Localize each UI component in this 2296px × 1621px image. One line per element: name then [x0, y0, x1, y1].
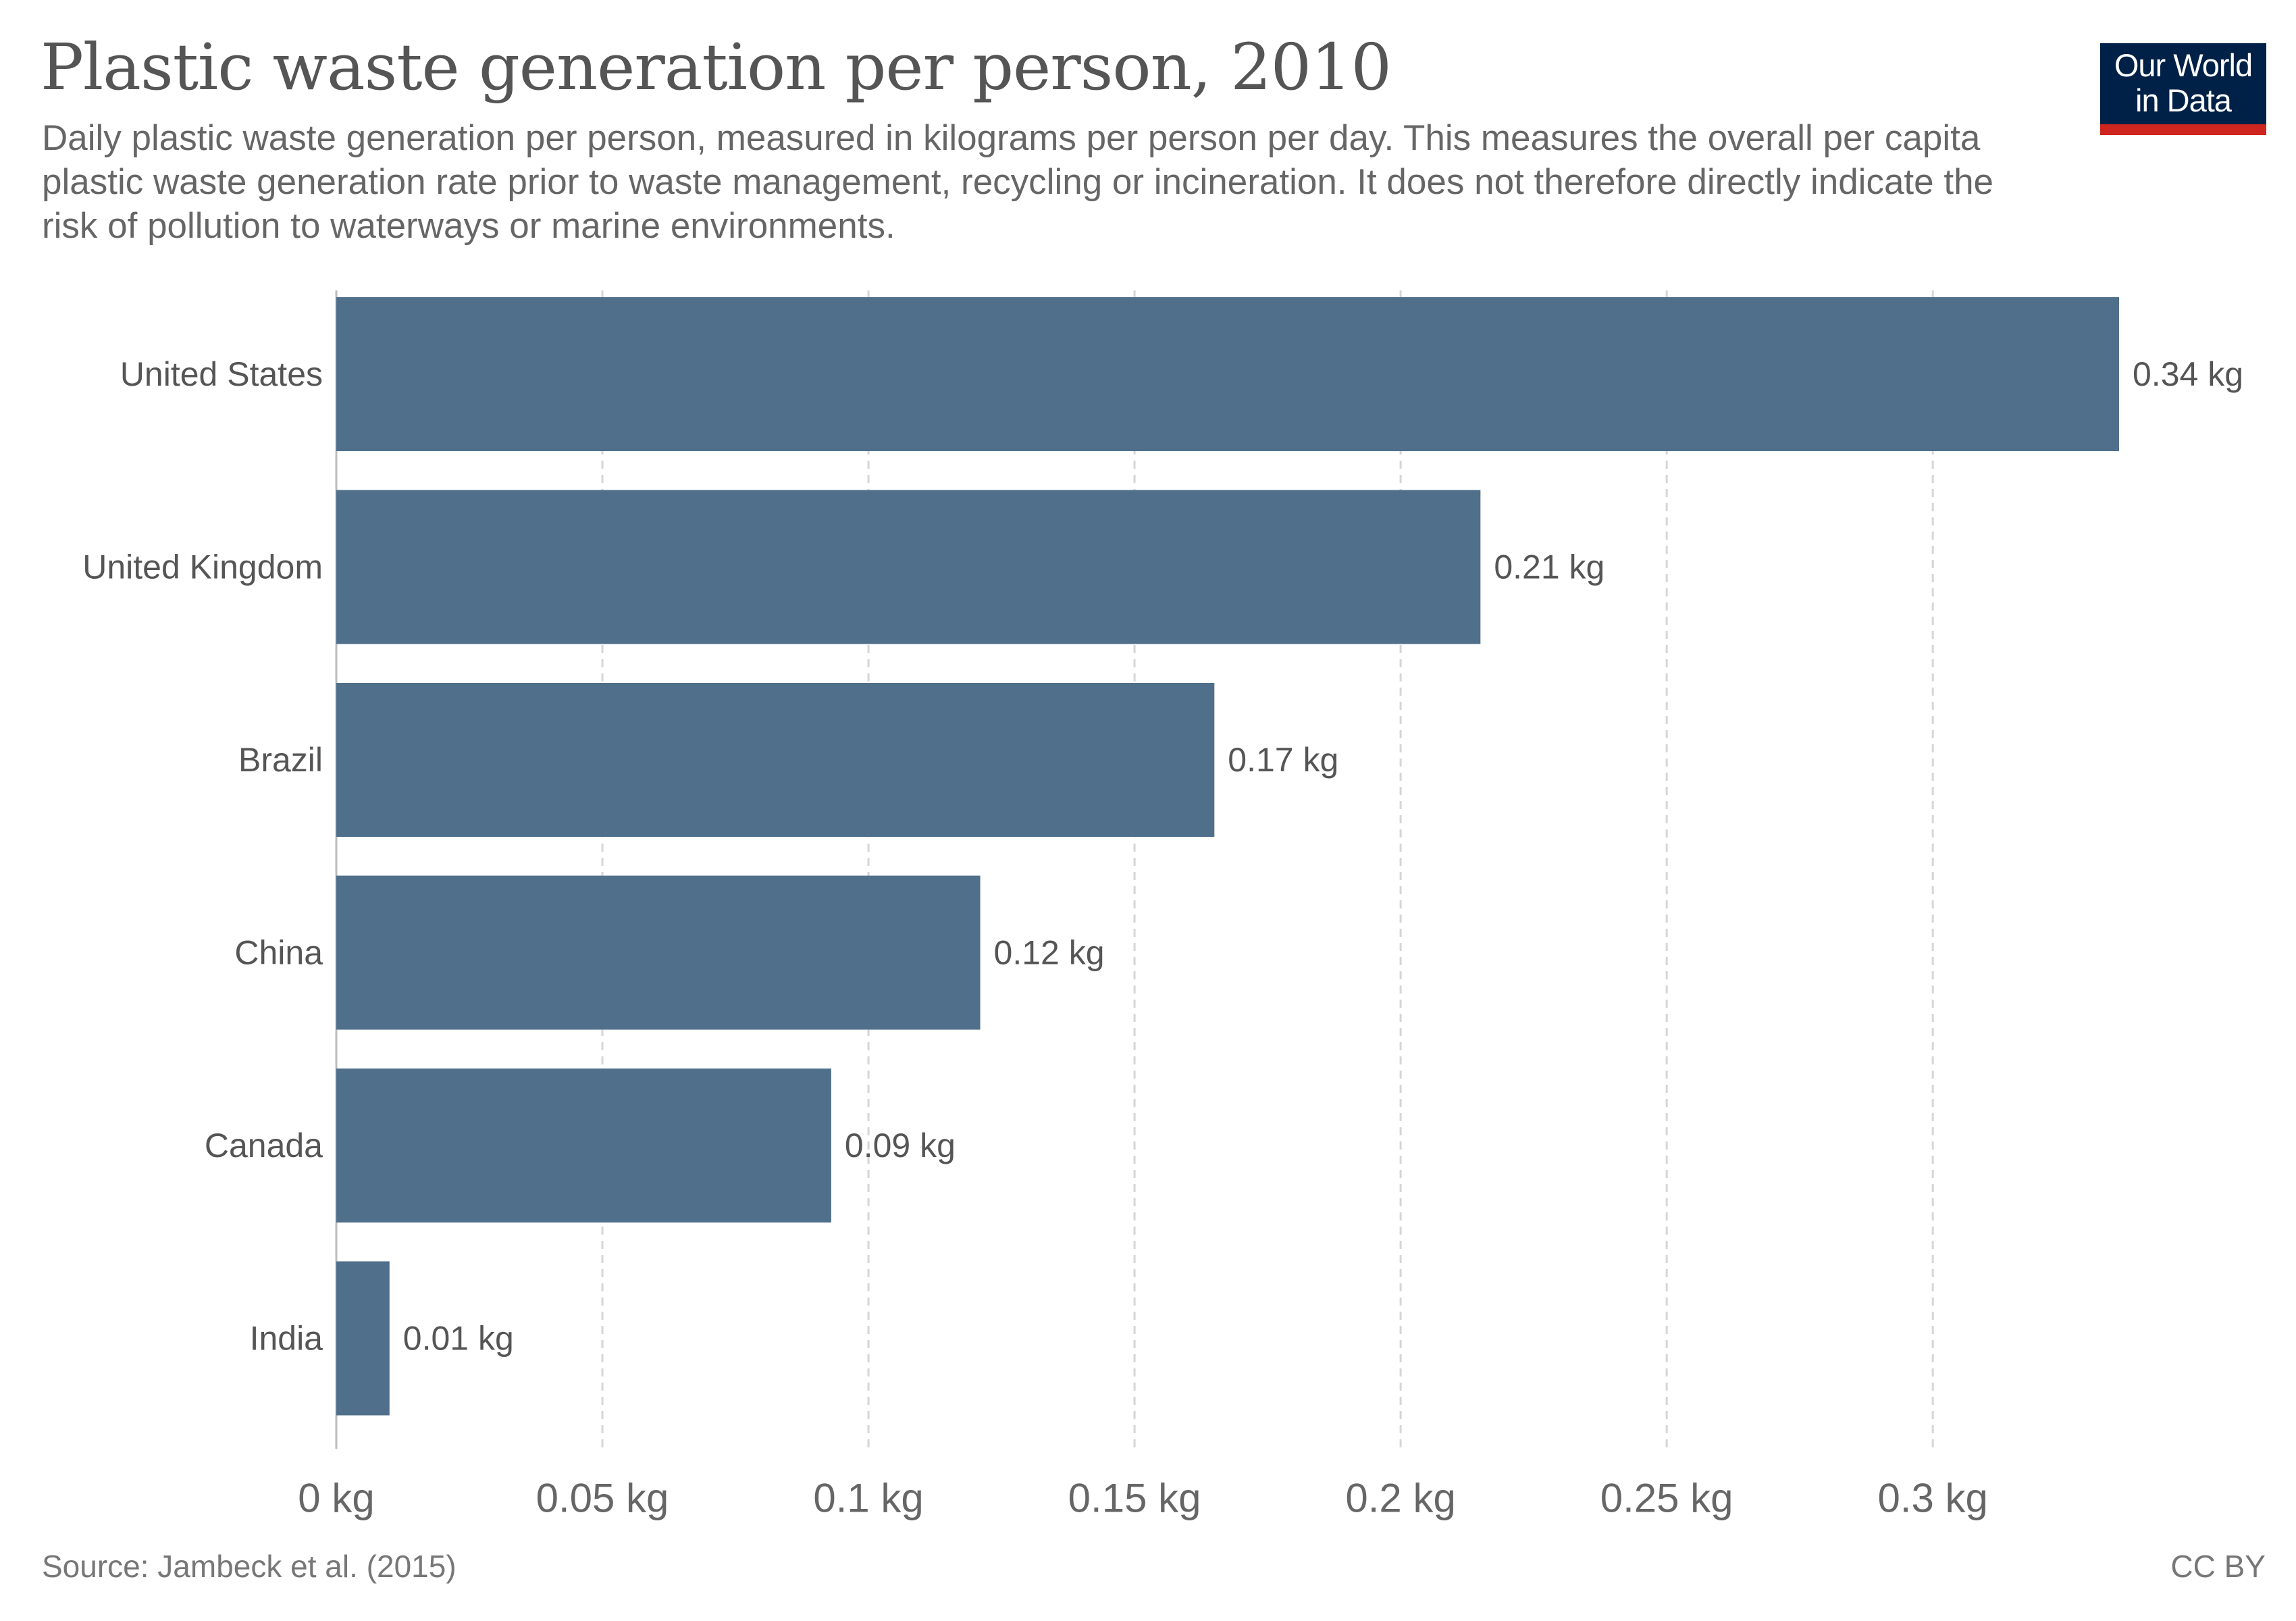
- x-tick-label: 0.25 kg: [1600, 1476, 1733, 1521]
- owid-logo[interactable]: Our World in Data: [2100, 43, 2266, 135]
- x-tick-label: 0.1 kg: [813, 1476, 923, 1521]
- value-label: 0.09 kg: [845, 1127, 956, 1164]
- value-label: 0.34 kg: [2133, 355, 2243, 393]
- value-label: 0.17 kg: [1228, 741, 1338, 779]
- logo-line-2: in Data: [2135, 82, 2232, 118]
- x-tick-label: 0.3 kg: [1877, 1476, 1987, 1521]
- category-label: India: [250, 1320, 323, 1358]
- category-label: Brazil: [238, 741, 323, 779]
- x-tick-label: 0.05 kg: [536, 1476, 669, 1521]
- category-label: Canada: [205, 1127, 323, 1164]
- x-tick-label: 0.15 kg: [1068, 1476, 1201, 1521]
- bar-united-kingdom: [336, 490, 1481, 644]
- bar-china: [336, 875, 981, 1030]
- bar-canada: [336, 1069, 831, 1223]
- category-label: United Kingdom: [82, 548, 323, 586]
- chart-title: Plastic waste generation per person, 201…: [41, 30, 1392, 105]
- category-label: United States: [120, 355, 323, 393]
- bar-india: [336, 1261, 390, 1416]
- logo-line-1: Our World: [2114, 47, 2253, 83]
- x-tick-label: 0.2 kg: [1345, 1476, 1455, 1521]
- value-label: 0.21 kg: [1494, 548, 1604, 586]
- license-link[interactable]: CC BY: [2170, 1549, 2266, 1584]
- chart-subtitle: Daily plastic waste generation per perso…: [42, 118, 1994, 246]
- source-note: Source: Jambeck et al. (2015): [42, 1549, 456, 1584]
- category-label: China: [234, 934, 323, 972]
- value-label: 0.12 kg: [994, 934, 1105, 972]
- value-label: 0.01 kg: [403, 1320, 514, 1358]
- bar-brazil: [336, 683, 1215, 837]
- bar-united-states: [336, 297, 2119, 451]
- x-tick-label: 0 kg: [298, 1476, 374, 1521]
